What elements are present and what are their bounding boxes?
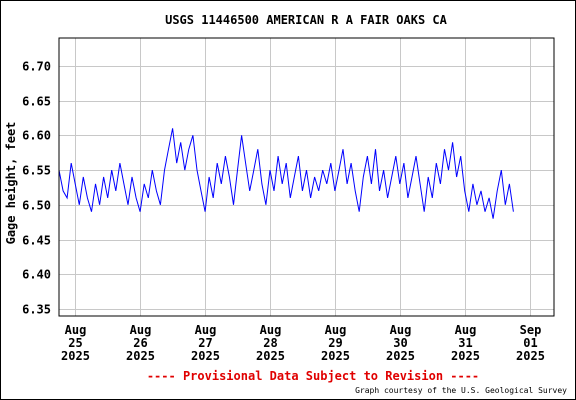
x-tick-label-line: Aug [260, 323, 282, 337]
x-tick-label-line: Aug [455, 323, 477, 337]
provisional-notice: ---- Provisional Data Subject to Revisio… [147, 369, 479, 383]
x-tick-label-line: Sep [520, 323, 542, 337]
x-tick-label-line: 2025 [516, 349, 545, 363]
x-tick-label-line: Aug [195, 323, 217, 337]
y-tick-label: 6.35 [22, 303, 51, 317]
x-tick-label-line: 2025 [386, 349, 415, 363]
y-tick-label: 6.65 [22, 95, 51, 109]
x-tick-label-line: 26 [133, 336, 147, 350]
x-tick-label-line: 01 [523, 336, 537, 350]
x-tick-label-line: 2025 [191, 349, 220, 363]
x-tick-label-line: 27 [198, 336, 212, 350]
y-tick-label: 6.40 [22, 268, 51, 282]
x-tick-label-line: 2025 [256, 349, 285, 363]
x-tick-label-line: 2025 [451, 349, 480, 363]
y-tick-label: 6.70 [22, 60, 51, 74]
x-tick-label-line: 30 [393, 336, 407, 350]
x-tick-label-line: 28 [263, 336, 277, 350]
series-layer [58, 128, 514, 219]
x-axis-tick-labels: Aug252025Aug262025Aug272025Aug282025Aug2… [61, 323, 545, 363]
grid-lines [59, 38, 554, 316]
x-tick-label-line: 2025 [126, 349, 155, 363]
x-tick-label-line: Aug [390, 323, 412, 337]
plot-border [58, 37, 555, 317]
x-tick-label-line: 2025 [321, 349, 350, 363]
plot-area [59, 38, 554, 316]
x-tick-label-line: Aug [65, 323, 87, 337]
x-tick-label-line: 2025 [61, 349, 90, 363]
gage-height-series-line [58, 128, 514, 219]
y-axis-title: Gage height, feet [4, 122, 18, 245]
y-tick-label: 6.60 [22, 129, 51, 143]
y-tick-label: 6.45 [22, 234, 51, 248]
chart-title: USGS 11446500 AMERICAN R A FAIR OAKS CA [165, 13, 448, 27]
y-tick-label: 6.55 [22, 164, 51, 178]
x-tick-label-line: 31 [458, 336, 472, 350]
x-tick-label-line: 25 [68, 336, 82, 350]
x-tick-label-line: Aug [130, 323, 152, 337]
x-tick-label-line: 29 [328, 336, 342, 350]
x-tick-label-line: Aug [325, 323, 347, 337]
y-tick-label: 6.50 [22, 199, 51, 213]
y-axis-tick-labels: 6.35 6.40 6.45 6.50 6.55 6.60 6.65 6.70 [22, 60, 51, 317]
usgs-credit: Graph courtesy of the U.S. Geological Su… [355, 386, 567, 395]
